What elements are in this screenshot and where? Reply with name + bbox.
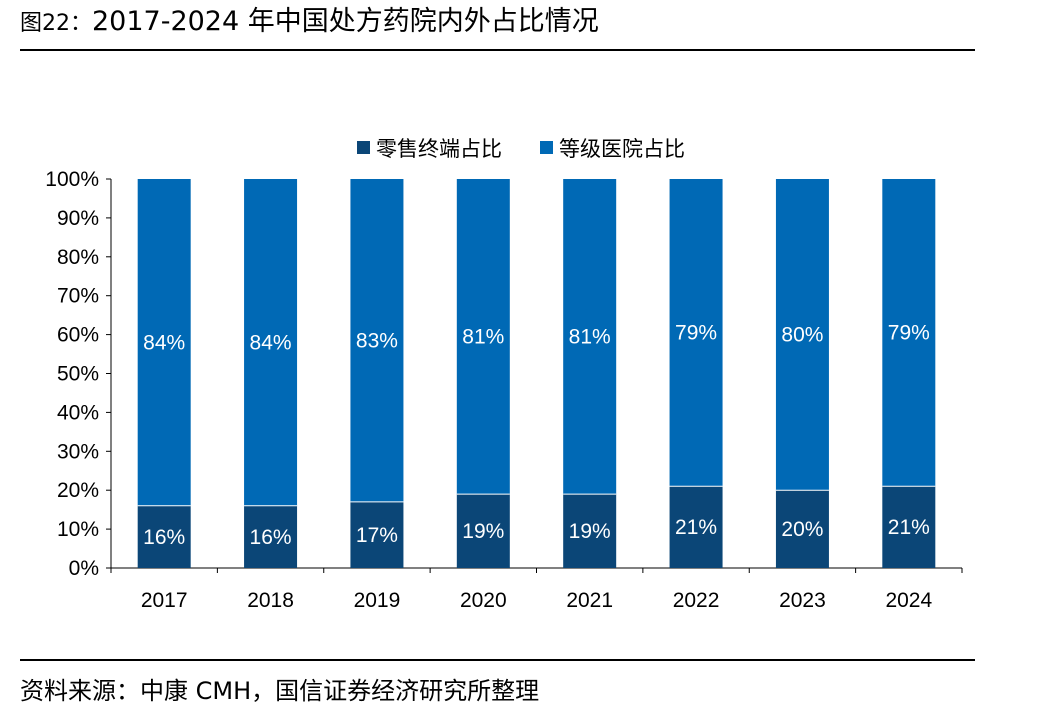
source-note: 资料来源：中康 CMH，国信证券经济研究所整理 [20,677,540,705]
retail-share-bar [350,501,404,568]
retail-share-bar [244,505,298,568]
bar-value-label: 81% [569,326,611,349]
figure-title: 图22：2017-2024 年中国处方药院内外占比情况 [20,2,599,42]
x-tick-label: 2020 [460,589,507,612]
retail-share-bar [137,505,191,568]
hospital-share-bar [563,179,617,495]
bar-value-label: 84% [143,331,185,354]
x-tick-label: 2019 [354,589,401,612]
bar-value-label: 19% [462,520,504,543]
x-tick-label: 2017 [141,589,188,612]
bar-value-label: 84% [250,331,292,354]
hospital-share-bar [350,179,404,502]
x-tick-label: 2023 [779,589,826,612]
footer-divider [20,659,975,661]
retail-share-bar [669,486,723,568]
legend-label: 零售终端占比 [376,138,502,161]
legend-swatch-retail [357,141,370,154]
y-tick-label: 90% [57,207,99,230]
y-tick-label: 80% [57,246,99,269]
y-tick-label: 40% [57,401,99,424]
bar-value-label: 19% [569,520,611,543]
stacked-bar-chart: 0% 10% 20% 30% 40% 50% 60% 70% 80% 90% 100% 16% 84% 2… [45,138,963,612]
hospital-share-bar [244,179,298,506]
figure-label: 图22： [20,11,92,36]
y-tick-label: 30% [57,440,99,463]
hospital-share-bar [775,179,829,491]
retail-share-bar [882,486,936,568]
legend-label: 等级医院占比 [559,138,685,161]
hospital-share-bar [669,179,723,487]
x-tick-label: 2018 [247,589,294,612]
y-tick-label: 100% [45,168,99,191]
title-divider [20,49,975,51]
bar-value-label: 79% [675,322,717,345]
bar-value-label: 83% [356,329,398,352]
hospital-share-bar [882,179,936,487]
y-tick-label: 10% [57,518,99,541]
y-tick-label: 70% [57,285,99,308]
hospital-share-bar [137,179,191,506]
bar-value-label: 16% [143,526,185,549]
bar-value-label: 81% [462,326,504,349]
figure-title-text: 2017-2024 年中国处方药院内外占比情况 [92,6,599,37]
retail-share-bar [563,494,617,568]
bar-value-label: 21% [675,516,717,539]
x-tick-label: 2021 [566,589,613,612]
y-tick-label: 0% [69,557,99,580]
retail-share-bar [775,490,829,568]
bar-value-label: 20% [781,518,823,541]
legend-swatch-hospital [540,141,553,154]
x-tick-label: 2024 [885,589,932,612]
y-tick-label: 50% [57,363,99,386]
y-tick-label: 20% [57,479,99,502]
y-tick-label: 60% [57,324,99,347]
bar-value-label: 21% [888,516,930,539]
hospital-share-bar [456,179,510,495]
bar-value-label: 16% [250,526,292,549]
bar-value-label: 80% [781,324,823,347]
retail-share-bar [456,494,510,568]
bar-value-label: 79% [888,322,930,345]
x-tick-label: 2022 [673,589,720,612]
bar-value-label: 17% [356,524,398,547]
